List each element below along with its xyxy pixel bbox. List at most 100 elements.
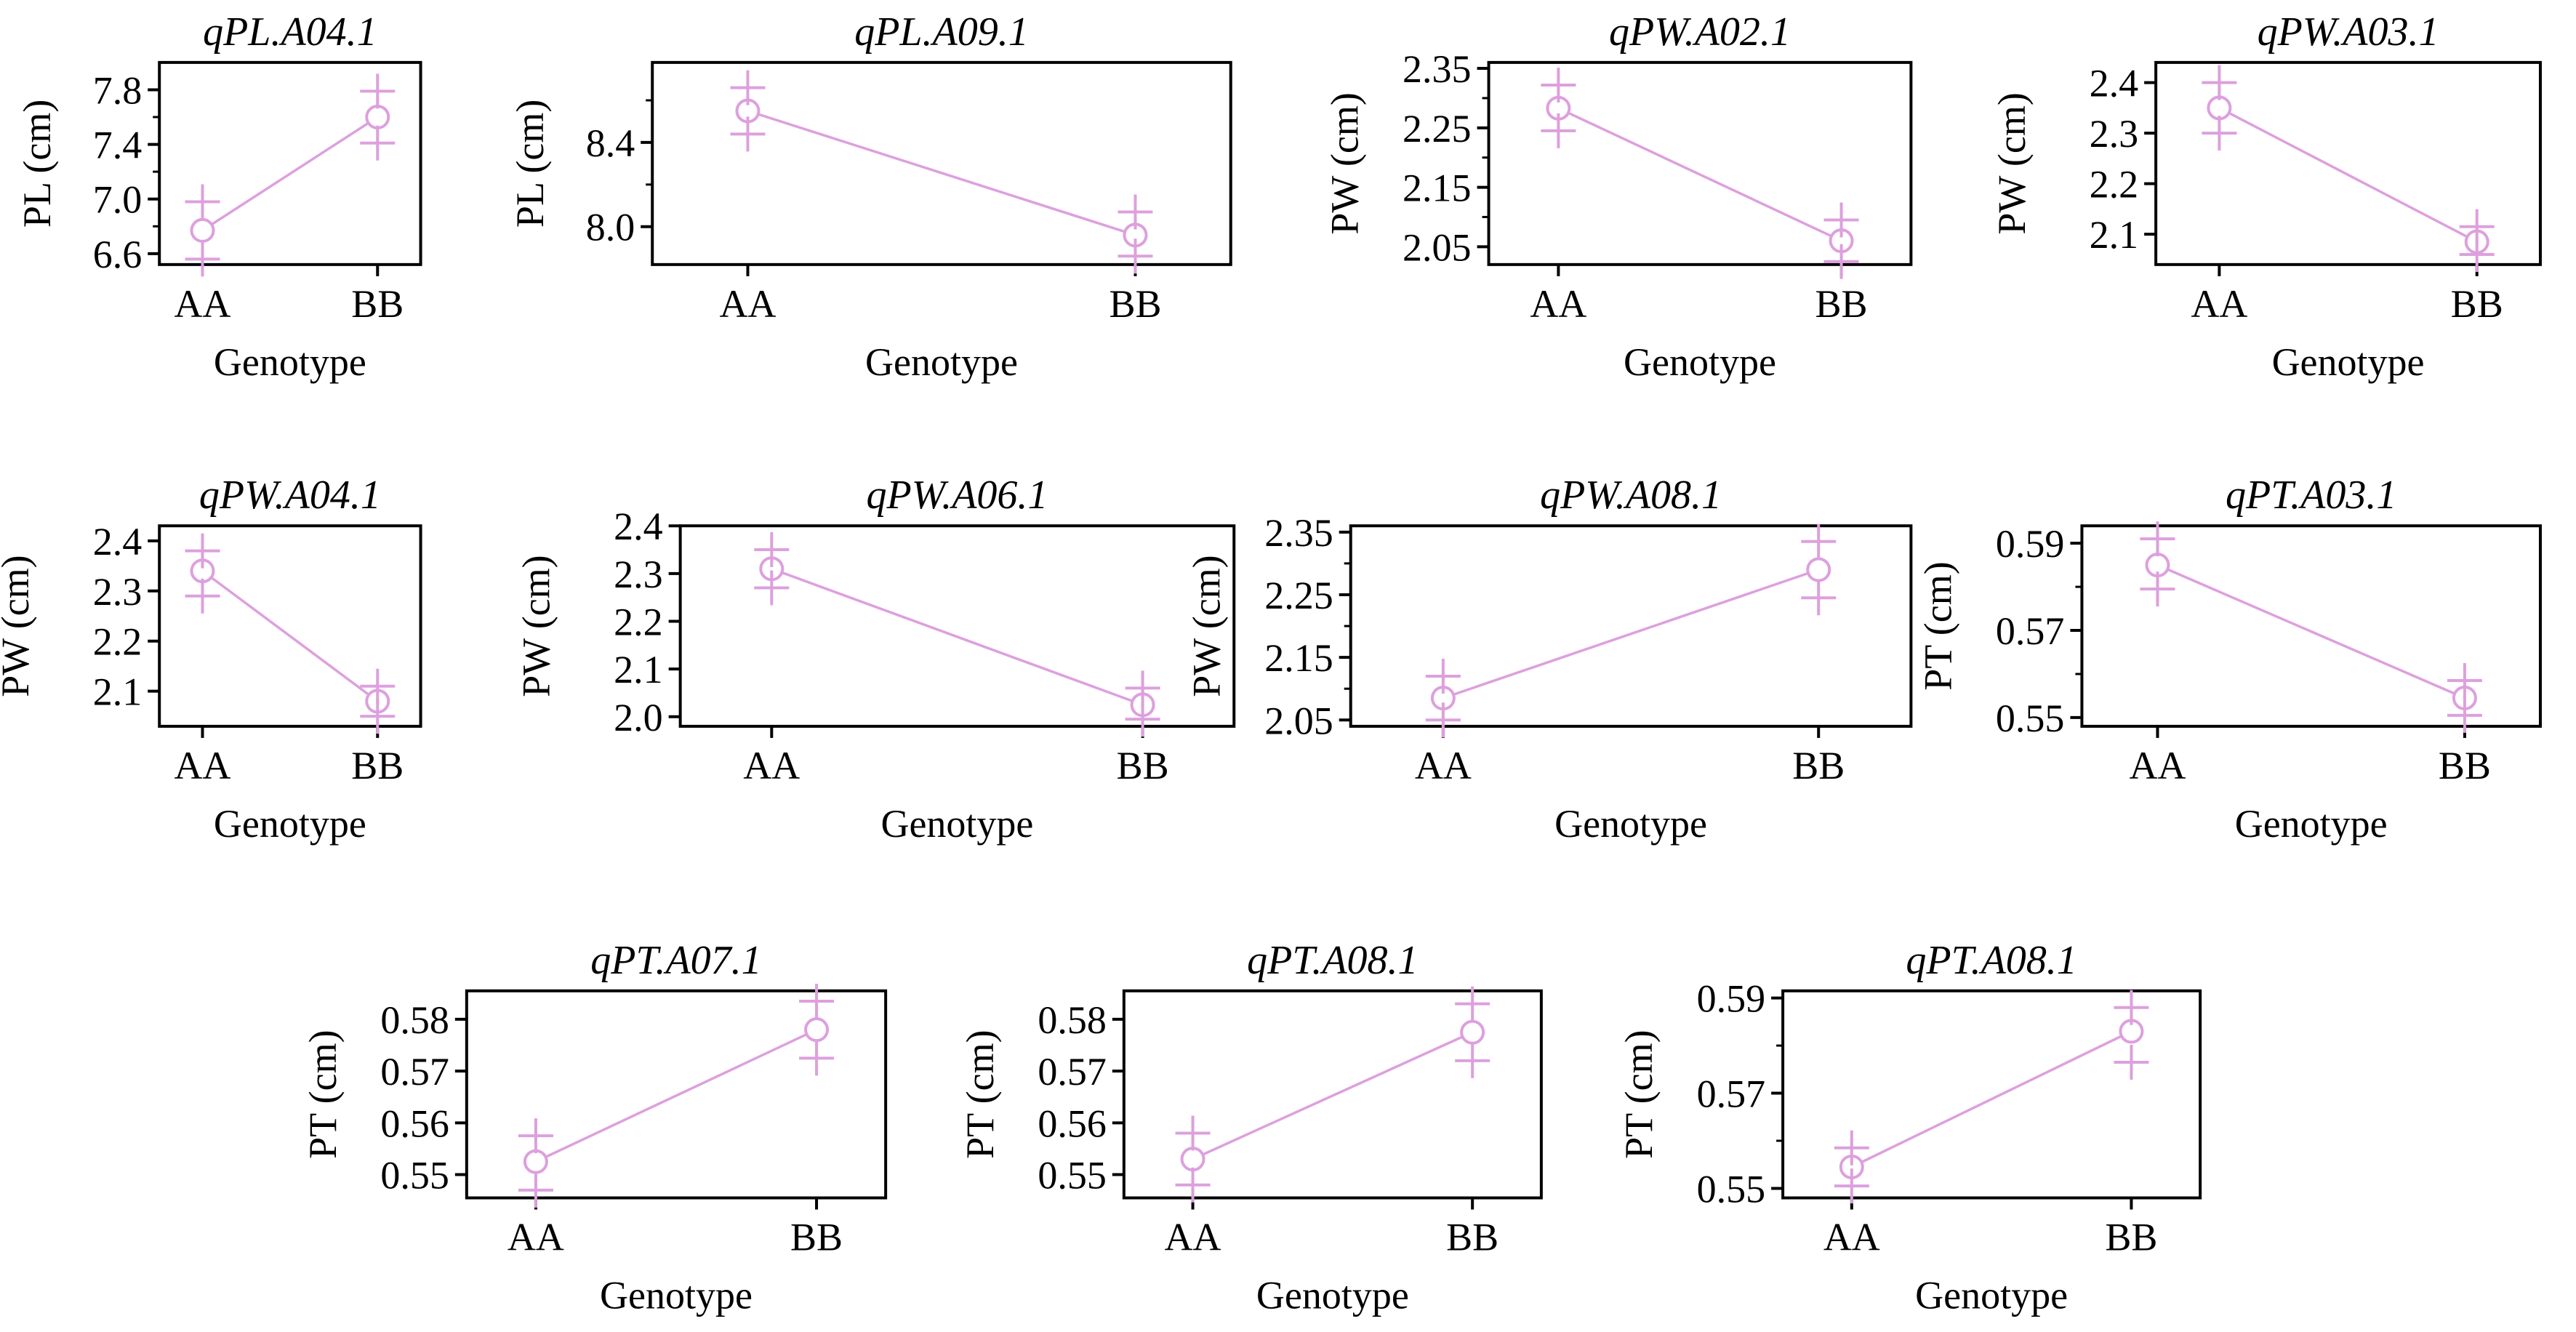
y-tick-label: 0.55 bbox=[1697, 1167, 1766, 1211]
mean-point-bb bbox=[1460, 1019, 1485, 1045]
x-axis-label: Genotype bbox=[2272, 340, 2425, 384]
panel-title: qPL.A09.1 bbox=[854, 9, 1029, 55]
panel-title: qPW.A06.1 bbox=[866, 473, 1048, 518]
mean-line bbox=[2218, 106, 2478, 244]
mean-line bbox=[771, 567, 1144, 707]
y-tick-label: 2.35 bbox=[1403, 47, 1472, 91]
x-axis-label: Genotype bbox=[1624, 340, 1776, 384]
x-axis-label: Genotype bbox=[600, 1274, 753, 1317]
y-tick-label: 8.4 bbox=[586, 121, 635, 165]
x-tick-label-aa: AA bbox=[1415, 744, 1472, 787]
mean-line bbox=[201, 569, 379, 702]
y-tick-label: 8.0 bbox=[586, 206, 635, 249]
panel-title: qPT.A08.1 bbox=[1906, 938, 2077, 983]
lower-bound-marker-aa bbox=[1834, 1168, 1869, 1204]
panel-1: 6.6 7.0 7.4 7.8 AA BB qPL.A04.1 Genotype PL (cm) bbox=[15, 9, 422, 384]
plot-frame bbox=[158, 524, 422, 728]
upper-bound-marker-bb bbox=[1455, 986, 1490, 1022]
upper-bound-marker-aa bbox=[518, 1118, 553, 1154]
lower-bound-marker-aa bbox=[1425, 702, 1461, 738]
y-tick-label: 2.15 bbox=[1403, 166, 1472, 210]
upper-bound-marker-bb bbox=[1823, 202, 1859, 238]
panel-7: 2.05 2.15 2.25 2.35 AA BB qPW.A08.1 Genotype PW … bbox=[1185, 473, 1913, 846]
upper-bound-marker-aa bbox=[1425, 658, 1461, 694]
x-axis-label: Genotype bbox=[214, 340, 366, 384]
y-tick-label: 2.25 bbox=[1403, 107, 1472, 151]
y-axis-label: PW (cm) bbox=[1185, 555, 1229, 697]
plot-frame bbox=[1122, 989, 1543, 1200]
mean-point-aa bbox=[523, 1149, 548, 1174]
y-tick-label: 0.58 bbox=[1038, 998, 1107, 1042]
y-axis-label: PT (cm) bbox=[958, 1030, 1002, 1158]
upper-bound-marker-aa bbox=[1541, 67, 1576, 103]
upper-bound-marker-bb bbox=[360, 668, 396, 704]
y-axis-label: PL (cm) bbox=[15, 100, 59, 228]
y-tick-label: 0.55 bbox=[1038, 1154, 1107, 1197]
upper-bound-marker-bb bbox=[1118, 194, 1153, 230]
x-axis-label: Genotype bbox=[865, 340, 1018, 384]
y-tick-label: 2.4 bbox=[93, 520, 143, 563]
x-tick-label-aa: AA bbox=[174, 744, 231, 787]
x-tick-label-aa: AA bbox=[174, 282, 231, 326]
plot-frame bbox=[651, 60, 1232, 266]
x-tick-label-bb: BB bbox=[1792, 744, 1845, 787]
x-tick-label-bb: BB bbox=[351, 744, 404, 787]
y-axis-label: PT (cm) bbox=[1916, 561, 1959, 690]
y-tick-label: 2.05 bbox=[1403, 225, 1472, 269]
x-tick-label-bb: BB bbox=[351, 282, 404, 326]
y-tick-label: 0.57 bbox=[1038, 1050, 1107, 1094]
lower-bound-marker-aa bbox=[754, 570, 790, 606]
mean-line bbox=[1192, 1031, 1473, 1160]
y-tick-label: 2.25 bbox=[1264, 574, 1333, 617]
lower-bound-marker-bb bbox=[799, 1040, 835, 1076]
lower-bound-marker-bb bbox=[2114, 1044, 2149, 1080]
x-tick-label-bb: BB bbox=[2451, 282, 2503, 326]
x-axis-label: Genotype bbox=[1554, 802, 1707, 846]
panel-10: 0.55 0.56 0.57 0.58 AA BB qPT.A08.1 Genotype PT … bbox=[958, 938, 1543, 1317]
y-tick-label: 0.55 bbox=[1996, 697, 2065, 740]
upper-bound-marker-aa bbox=[2202, 65, 2237, 100]
mean-line bbox=[1443, 568, 1819, 699]
upper-bound-marker-bb bbox=[2447, 662, 2482, 698]
mean-line bbox=[201, 116, 379, 232]
y-tick-label: 2.15 bbox=[1264, 636, 1333, 680]
panel-11: 0.55 0.57 0.59 AA BB qPT.A08.1 Genotype PT (cm) bbox=[1617, 938, 2202, 1317]
upper-bound-marker-bb bbox=[799, 984, 835, 1019]
mean-line bbox=[747, 109, 1136, 236]
y-tick-label: 2.1 bbox=[614, 648, 663, 691]
mean-point-aa bbox=[2207, 95, 2232, 121]
panel-title: qPW.A03.1 bbox=[2258, 9, 2439, 55]
x-axis-label: Genotype bbox=[1915, 1274, 2068, 1317]
x-axis-label: Genotype bbox=[880, 802, 1033, 846]
mean-point-aa bbox=[190, 217, 215, 243]
y-tick-label: 0.55 bbox=[380, 1154, 449, 1197]
mean-point-aa bbox=[1180, 1147, 1205, 1172]
y-tick-label: 7.8 bbox=[93, 68, 143, 112]
y-axis-label: PW (cm) bbox=[0, 555, 37, 697]
y-tick-label: 2.2 bbox=[2090, 163, 2139, 206]
panel-8: 0.55 0.57 0.59 AA BB qPT.A03.1 Genotype PT (cm) bbox=[1916, 473, 2542, 846]
upper-bound-marker-aa bbox=[185, 184, 220, 220]
y-tick-label: 0.59 bbox=[1996, 522, 2065, 566]
x-tick-label-aa: AA bbox=[2129, 744, 2186, 787]
lower-bound-marker-bb bbox=[1801, 580, 1837, 616]
y-tick-label: 0.56 bbox=[1038, 1102, 1107, 1145]
x-tick-label-bb: BB bbox=[1109, 282, 1161, 326]
plot-frame bbox=[2080, 524, 2542, 728]
plot-frame bbox=[678, 524, 1236, 728]
mean-line bbox=[535, 1028, 817, 1163]
mean-line bbox=[1851, 1030, 2132, 1168]
x-tick-label-bb: BB bbox=[2105, 1216, 2157, 1259]
upper-bound-marker-aa bbox=[1834, 1130, 1869, 1166]
panel-title: qPT.A07.1 bbox=[590, 938, 761, 983]
panel-title: qPW.A02.1 bbox=[1609, 9, 1791, 55]
y-tick-label: 0.57 bbox=[1697, 1072, 1766, 1116]
x-tick-label-aa: AA bbox=[2191, 282, 2247, 326]
panel-3: 2.05 2.15 2.25 2.35 AA BB qPW.A02.1 Genotype PW … bbox=[1323, 9, 1913, 384]
y-tick-label: 2.4 bbox=[614, 505, 663, 548]
y-tick-label: 0.58 bbox=[380, 998, 449, 1042]
upper-bound-marker-bb bbox=[2114, 990, 2149, 1025]
panel-5: 2.1 2.2 2.3 2.4 AA BB qPW.A04.1 Genotype PW (cm) bbox=[0, 473, 422, 846]
x-tick-label-bb: BB bbox=[1117, 744, 1169, 787]
y-axis-label: PT (cm) bbox=[301, 1030, 345, 1158]
